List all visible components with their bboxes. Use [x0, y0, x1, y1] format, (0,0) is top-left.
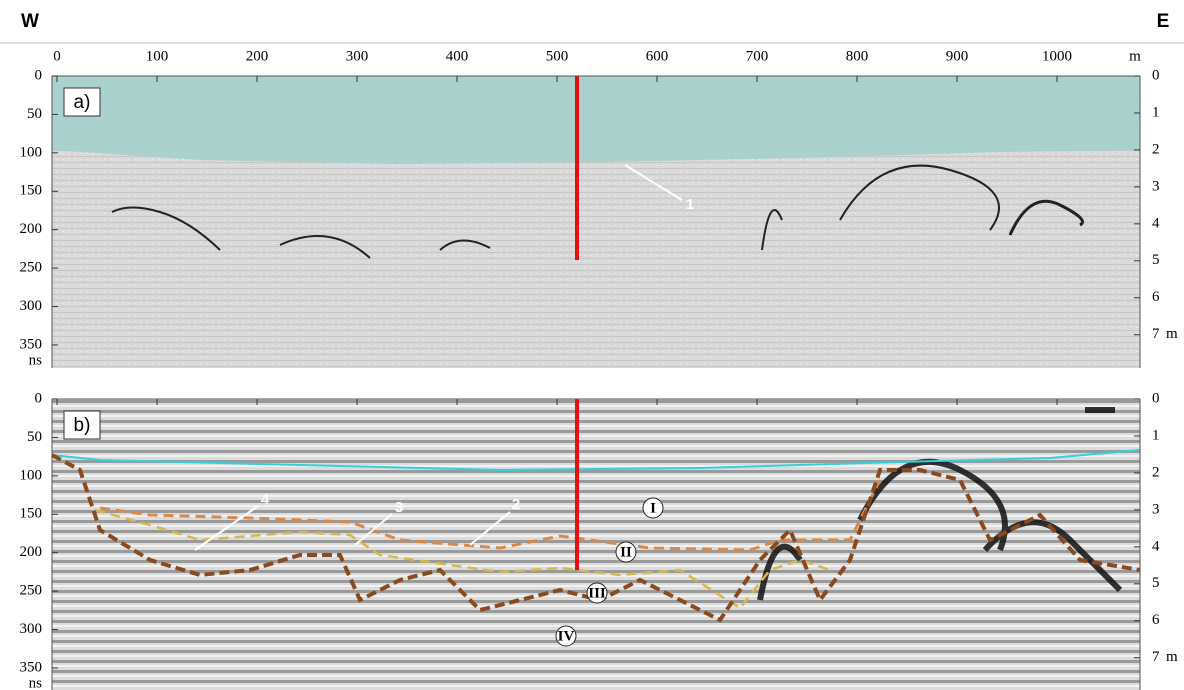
y2-tick-label: 6	[1152, 612, 1160, 628]
x-tick-label: 800	[846, 48, 869, 64]
water-layer	[52, 76, 1140, 164]
annotation: 4	[261, 491, 270, 508]
y-tick-label: 300	[20, 298, 43, 314]
zone-marker: III	[586, 582, 608, 604]
reflections	[111, 164, 1084, 259]
reflection	[111, 206, 221, 251]
panel-b: 2 3 4 I II III IV b)	[51, 399, 1141, 690]
zone-circle	[555, 625, 577, 647]
y2-tick-label: 6	[1152, 289, 1160, 305]
reflection	[757, 543, 803, 601]
y-tick-label: 200	[20, 544, 43, 560]
x-tick-label: 200	[246, 48, 269, 64]
y2-tick-label: 0	[1152, 67, 1160, 83]
y-tick-label: 50	[27, 106, 42, 122]
pointer	[194, 505, 259, 551]
y2-tick-label: 3	[1152, 501, 1160, 517]
interface-line	[94, 508, 831, 610]
x-tick-label: 0	[53, 48, 61, 64]
y-tick-label: 150	[20, 506, 43, 522]
zone-marker: IV	[555, 625, 577, 647]
y-tick-label: 250	[20, 260, 43, 276]
reflection	[439, 239, 491, 251]
y2-tick-label: 7	[1152, 326, 1160, 342]
y-unit: ns	[29, 352, 43, 368]
y2-tick-label: 2	[1152, 141, 1160, 157]
pointer	[469, 511, 511, 546]
y2-tick-label: 4	[1152, 538, 1160, 554]
panel-a: 1 a)	[52, 76, 1140, 368]
y2-tick-label: 5	[1152, 575, 1160, 591]
interface-line	[99, 479, 882, 552]
panel-label-box	[63, 87, 101, 117]
y2-tick-label: 2	[1152, 464, 1160, 480]
y2-tick-label: 1	[1152, 427, 1160, 443]
distance-unit: m	[1129, 48, 1141, 64]
panel-label: a)	[74, 92, 91, 113]
y-tick-label: 350	[20, 336, 43, 352]
reflection	[857, 458, 1008, 552]
zone-label: I	[650, 500, 656, 516]
y2-tick-label: 1	[1152, 104, 1160, 120]
zone-circle	[642, 497, 664, 519]
y-unit: ns	[29, 675, 43, 690]
x-tick-label: 1000	[1042, 48, 1072, 64]
y-tick-label: 300	[20, 621, 43, 637]
y-tick-label: 100	[20, 467, 43, 483]
y2-tick-label: 3	[1152, 178, 1160, 194]
zone-circle	[615, 541, 637, 563]
interface-line	[51, 453, 1141, 623]
y-tick-label: 50	[27, 429, 42, 445]
y2-tick-label: 5	[1152, 252, 1160, 268]
radargram	[52, 399, 1140, 690]
y2-unit: m	[1166, 326, 1178, 342]
zone-label: IV	[558, 628, 575, 644]
y-tick-label: 350	[20, 659, 43, 675]
zone-label: II	[620, 544, 632, 560]
reflection	[279, 235, 371, 259]
y-tick-label: 150	[20, 183, 43, 199]
x-tick-label: 500	[546, 48, 569, 64]
panel-label: b)	[74, 415, 91, 436]
y-tick-label: 250	[20, 583, 43, 599]
east-label: E	[1157, 11, 1170, 32]
x-tick-label: 400	[446, 48, 469, 64]
zone-circle	[586, 582, 608, 604]
y-tick-label: 0	[35, 67, 43, 83]
reflection	[982, 519, 1123, 593]
pointer	[624, 164, 683, 201]
y2-tick-label: 7	[1152, 649, 1160, 665]
annotation: 2	[512, 496, 520, 513]
zone-marker: II	[615, 541, 637, 563]
west-label: W	[21, 11, 39, 32]
x-tick-label: 900	[946, 48, 969, 64]
y-tick-label: 0	[35, 390, 43, 406]
annotation: 1	[686, 196, 694, 213]
y-tick-label: 200	[20, 221, 43, 237]
reflection	[761, 209, 783, 251]
panel-label-box	[63, 410, 101, 440]
y2-tick-label: 0	[1152, 390, 1160, 406]
reflections	[757, 407, 1123, 601]
pointer	[354, 513, 393, 546]
y2-tick-label: 4	[1152, 215, 1160, 231]
reflection	[1008, 199, 1084, 236]
zone-label: III	[588, 585, 606, 601]
water-bottom-line	[51, 449, 1141, 472]
x-tick-label: 600	[646, 48, 669, 64]
x-tick-label: 100	[146, 48, 169, 64]
annotation: 3	[395, 499, 403, 516]
y-tick-label: 100	[20, 144, 43, 160]
reflection	[839, 164, 1000, 231]
y2-unit: m	[1166, 649, 1178, 665]
x-tick-label: 700	[746, 48, 769, 64]
x-tick-label: 300	[346, 48, 369, 64]
zone-marker: I	[642, 497, 664, 519]
